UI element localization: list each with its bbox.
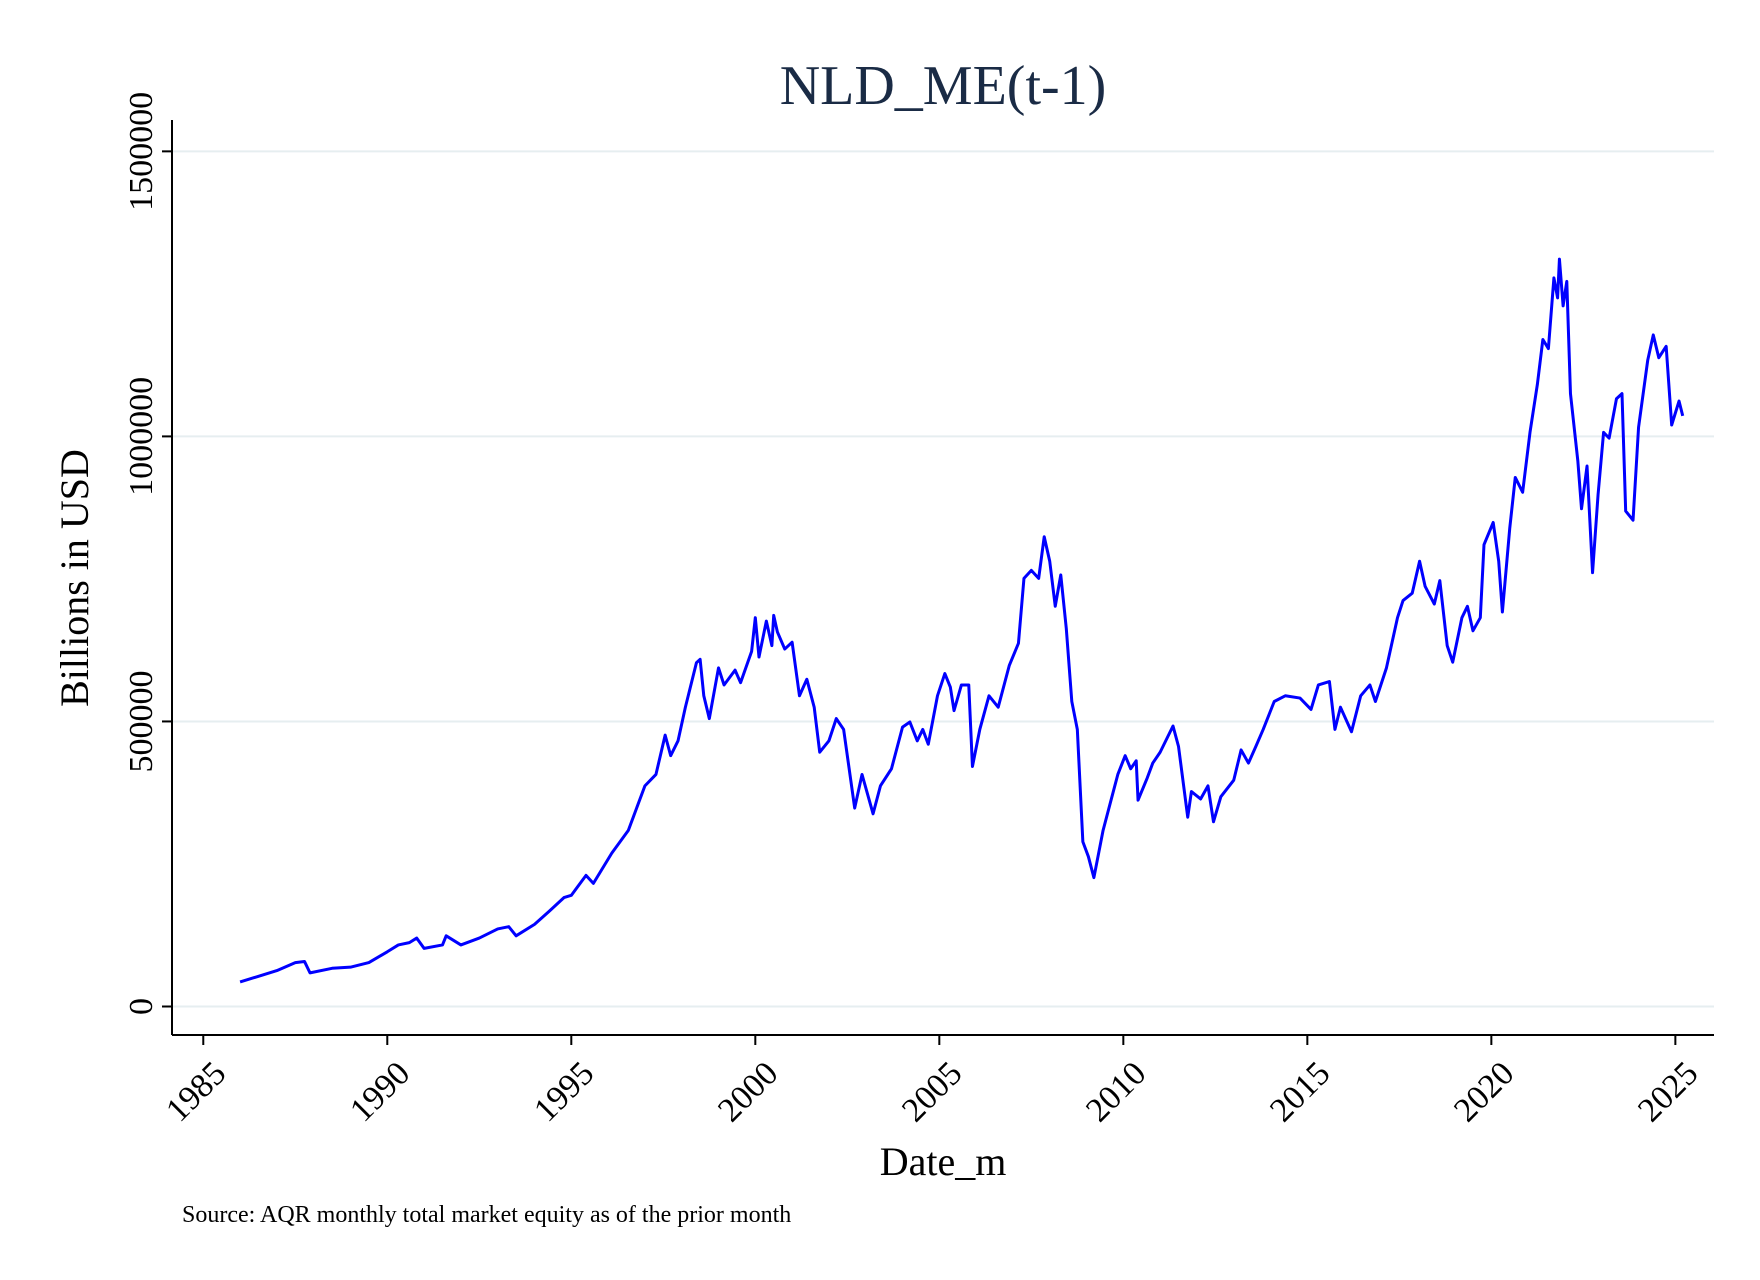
y-tick-label: 500000 <box>123 670 160 772</box>
y-tick-label: 1500000 <box>123 92 160 211</box>
chart-title: NLD_ME(t-1) <box>780 55 1107 117</box>
data-line <box>239 257 1685 984</box>
y-axis-title: Billions in USD <box>52 449 97 707</box>
x-axis-title: Date_m <box>880 1139 1007 1184</box>
y-tick-label: 0 <box>123 998 160 1015</box>
y-tick-label: 1000000 <box>123 377 160 496</box>
source-note: Source: AQR monthly total market equity … <box>182 1202 791 1228</box>
